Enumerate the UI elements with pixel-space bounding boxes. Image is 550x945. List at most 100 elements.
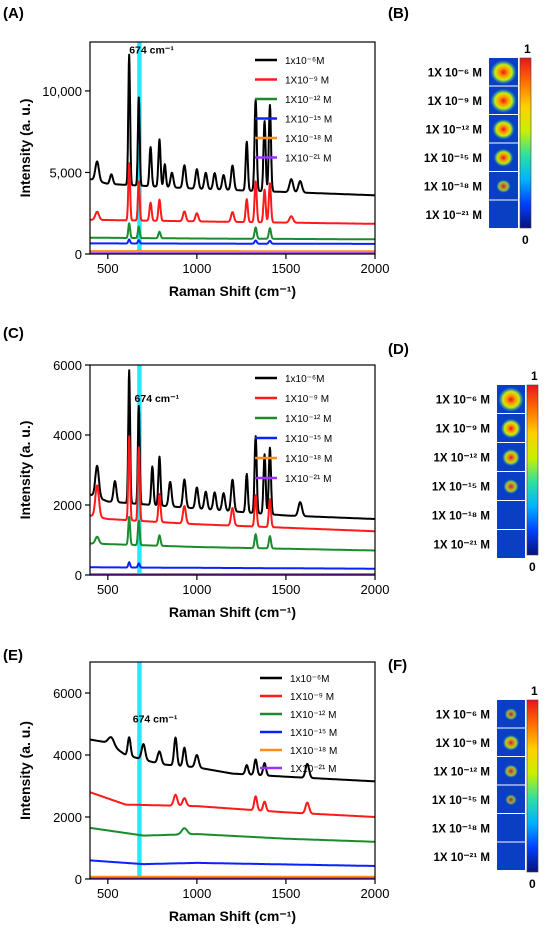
x-axis-title: Raman Shift (cm⁻¹) (169, 604, 296, 620)
map-spot-3 (502, 448, 520, 467)
map-spot-2 (502, 734, 520, 751)
x-axis-title: Raman Shift (cm⁻¹) (169, 283, 296, 299)
series-line-2 (89, 435, 376, 533)
series-line-5 (89, 249, 376, 253)
map-row-label-5: 1X 10⁻¹⁸ M (424, 181, 482, 193)
map-panel-label: (F) (388, 657, 407, 674)
map-cell-6 (489, 200, 518, 228)
colorbar-min-label: 0 (522, 233, 529, 247)
legend-label-3: 1X10⁻¹² M (285, 414, 331, 425)
x-tick-label: 2000 (361, 261, 390, 276)
map-row-label-4: 1X 10⁻¹⁵ M (432, 795, 490, 807)
series-line-3 (89, 826, 376, 843)
map-row-label-6: 1X 10⁻²¹ M (425, 210, 482, 222)
y-axis-title: Intensity (a. u.) (17, 99, 33, 198)
legend-label-4: 1X10⁻¹⁵ M (290, 728, 337, 739)
chart-panel-3: (E) (F) 500 1000 1500 2000 0 2000 4000 6000 Raman … (3, 647, 539, 924)
x-axis-title: Raman Shift (cm⁻¹) (169, 908, 296, 924)
series-line-1 (89, 369, 376, 520)
map-panel-label: (B) (388, 5, 409, 22)
series-line-4 (89, 561, 376, 570)
map-row-label-2: 1X 10⁻⁹ M (436, 424, 490, 436)
y-tick-label: 4000 (53, 428, 82, 443)
legend-label-1: 1x10⁻⁶M (290, 674, 329, 685)
legend-label-1: 1x10⁻⁶M (285, 56, 324, 67)
legend-label-5: 1X10⁻¹⁸ M (290, 746, 337, 757)
y-tick-label: 2000 (53, 810, 82, 825)
series-line-3 (89, 515, 376, 552)
legend-label-3: 1X10⁻¹² M (285, 95, 331, 106)
x-tick-label: 1000 (182, 261, 211, 276)
y-axis-title: Intensity (a. u.) (17, 721, 33, 820)
y-tick-label: 4000 (53, 748, 82, 763)
y-tick-label: 6000 (53, 358, 82, 373)
panel-label: (E) (3, 647, 23, 664)
plot-frame (89, 41, 376, 255)
series-line-1 (89, 736, 376, 783)
legend-label-3: 1X10⁻¹² M (290, 710, 336, 721)
map-spot-3 (504, 764, 518, 778)
legend-label-6: 1X10⁻²¹ M (290, 764, 336, 775)
map-spot-4 (493, 148, 514, 167)
legend-label-2: 1X10⁻⁹ M (285, 76, 329, 87)
y-tick-label: 6000 (53, 686, 82, 701)
map-row-label-3: 1X 10⁻¹² M (433, 766, 490, 778)
map-row-label-2: 1X 10⁻⁹ M (428, 96, 482, 108)
map-row-label-5: 1X 10⁻¹⁸ M (432, 511, 490, 523)
colorbar-min-label: 0 (529, 560, 536, 574)
colorbar-max-label: 1 (531, 684, 538, 698)
legend-label-1: 1x10⁻⁶M (285, 374, 324, 385)
panel-label: (C) (3, 325, 24, 342)
series-line-4 (89, 238, 376, 245)
map-cell-6 (497, 530, 525, 558)
map-row-label-1: 1X 10⁻⁶ M (428, 67, 482, 79)
map-row-label-3: 1X 10⁻¹² M (433, 453, 490, 465)
x-tick-label: 500 (97, 261, 119, 276)
legend-label-6: 1X10⁻²¹ M (285, 154, 331, 165)
legend-label-5: 1X10⁻¹⁸ M (285, 454, 332, 465)
peak-annotation: 674 cm⁻¹ (133, 713, 178, 725)
legend-label-6: 1X10⁻²¹ M (285, 474, 331, 485)
chart-panel-2: (C) (D) 500 1000 1500 2000 0 2000 4000 6000 Raman … (3, 325, 539, 620)
map-row-label-4: 1X 10⁻¹⁵ M (424, 153, 482, 165)
x-tick-label: 1000 (182, 886, 211, 901)
map-spot-2 (500, 418, 522, 439)
x-tick-label: 2000 (361, 886, 390, 901)
colorbar-max-label: 1 (531, 369, 538, 383)
x-tick-label: 1500 (271, 886, 300, 901)
map-spot-4 (503, 479, 519, 494)
x-tick-label: 1500 (271, 261, 300, 276)
y-tick-label: 10,000 (42, 84, 82, 99)
series-line-4 (89, 859, 376, 867)
y-tick-label: 2000 (53, 498, 82, 513)
map-row-label-6: 1X 10⁻²¹ M (433, 852, 490, 864)
map-row-label-5: 1X 10⁻¹⁸ M (432, 823, 490, 835)
map-row-label-2: 1X 10⁻⁹ M (436, 738, 490, 750)
colorbar (526, 699, 539, 873)
map-row-label-4: 1X 10⁻¹⁵ M (432, 482, 490, 494)
peak-annotation: 674 cm⁻¹ (129, 44, 174, 56)
y-tick-label: 0 (75, 872, 82, 887)
colorbar-min-label: 0 (529, 877, 536, 891)
map-cell-5 (497, 501, 525, 529)
series-line-2 (89, 791, 376, 818)
map-panel-label: (D) (388, 341, 409, 358)
map-spot-5 (496, 179, 511, 193)
legend-label-4: 1X10⁻¹⁵ M (285, 115, 332, 126)
map-spot-3 (492, 119, 515, 140)
map-spot-2 (490, 88, 517, 113)
map-spot-1 (498, 387, 524, 412)
map-spot-1 (490, 60, 517, 85)
panel-label: (A) (3, 5, 24, 22)
colorbar-max-label: 1 (524, 42, 531, 56)
legend-label-4: 1X10⁻¹⁵ M (285, 434, 332, 445)
map-row-label-1: 1X 10⁻⁶ M (436, 395, 490, 407)
map-cell-6 (497, 842, 525, 870)
series-line-1 (89, 53, 376, 197)
highlight-band (137, 662, 142, 879)
y-tick-label: 5,000 (49, 165, 82, 180)
plot-frame (89, 661, 376, 880)
y-tick-label: 0 (75, 247, 82, 262)
